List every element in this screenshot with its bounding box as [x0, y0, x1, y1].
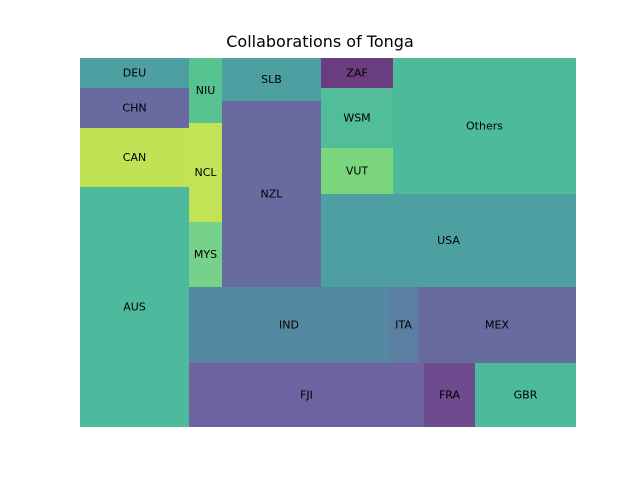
treemap-label-chn: CHN — [122, 102, 146, 115]
treemap-label-others: Others — [466, 120, 503, 133]
treemap-cell-vut — [321, 148, 393, 194]
treemap-cell-fji — [189, 363, 424, 427]
treemap-label-ncl: NCL — [194, 166, 217, 179]
treemap-cell-others — [393, 58, 576, 194]
treemap-cell-can — [80, 128, 189, 187]
treemap-cell-fra — [424, 363, 475, 427]
treemap-cell-ita — [389, 287, 418, 363]
treemap-label-slb: SLB — [261, 73, 282, 86]
treemap-label-niu: NIU — [196, 84, 216, 97]
treemap-cell-usa — [321, 194, 576, 287]
treemap-cell-mex — [418, 287, 576, 363]
treemap-cell-ncl — [189, 123, 222, 222]
treemap-cell-ind — [189, 287, 389, 363]
treemap-cell-mys — [189, 222, 222, 287]
treemap-label-vut: VUT — [346, 165, 369, 178]
treemap-label-mys: MYS — [194, 248, 217, 261]
chart-title: Collaborations of Tonga — [226, 32, 414, 51]
treemap-cell-wsm — [321, 88, 393, 148]
treemap-cell-niu — [189, 58, 222, 123]
treemap-label-fra: FRA — [439, 389, 461, 402]
treemap-label-ind: IND — [279, 319, 299, 332]
treemap-label-zaf: ZAF — [346, 67, 367, 80]
treemap-label-fji: FJI — [300, 389, 313, 402]
treemap-label-usa: USA — [437, 234, 460, 247]
treemap-label-nzl: NZL — [261, 188, 284, 201]
treemap-label-can: CAN — [123, 151, 146, 164]
treemap-label-ita: ITA — [395, 319, 412, 332]
treemap-cell-gbr — [475, 363, 576, 427]
treemap-label-gbr: GBR — [514, 389, 538, 402]
treemap-cell-aus — [80, 187, 189, 427]
treemap-cell-chn — [80, 88, 189, 128]
treemap-cell-slb — [222, 58, 321, 101]
treemap-cell-zaf — [321, 58, 393, 88]
treemap-label-mex: MEX — [485, 319, 509, 332]
treemap-label-deu: DEU — [123, 67, 146, 80]
treemap-cell-nzl — [222, 101, 321, 287]
treemap-label-wsm: WSM — [343, 112, 370, 125]
treemap-label-aus: AUS — [123, 301, 146, 314]
treemap-cell-deu — [80, 58, 189, 88]
